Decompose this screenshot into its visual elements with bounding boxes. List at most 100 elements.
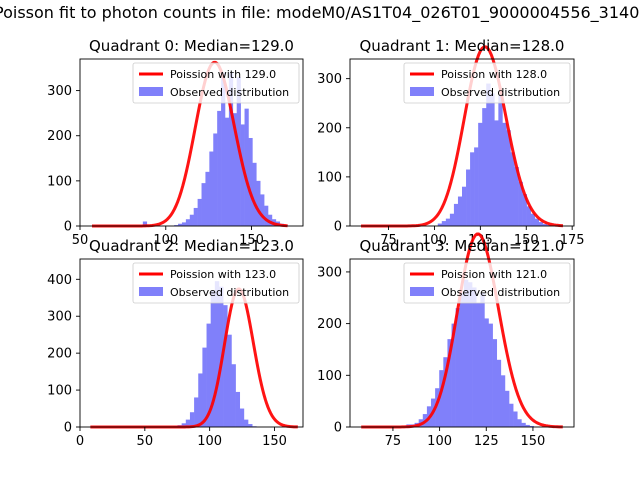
histogram-bar xyxy=(447,339,452,427)
histogram-bar xyxy=(209,151,214,226)
histogram-bar xyxy=(252,162,257,226)
histogram-bar xyxy=(449,213,455,226)
legend-entry-poisson: Poission with 129.0 xyxy=(170,68,276,81)
x-tick-label: 150 xyxy=(521,434,546,449)
y-tick-label: 0 xyxy=(334,421,342,436)
histogram-bar xyxy=(490,93,495,226)
legend-entry-observed: Observed distribution xyxy=(441,86,560,99)
legend-box xyxy=(132,62,300,104)
x-tick-label: 150 xyxy=(514,233,539,248)
histogram-bar xyxy=(244,108,249,226)
legend-entry-observed: Observed distribution xyxy=(441,286,560,299)
y-tick-label: 200 xyxy=(47,129,72,144)
axes-frame xyxy=(349,58,575,227)
histogram-bar xyxy=(189,412,195,427)
histogram-bar xyxy=(217,110,222,226)
histogram-bar xyxy=(181,222,187,226)
x-tick-label: 175 xyxy=(560,233,585,248)
histogram-bar xyxy=(248,424,253,427)
histogram-bar xyxy=(526,206,531,226)
histogram-bar xyxy=(500,375,506,427)
legend-entry-observed: Observed distribution xyxy=(170,86,289,99)
legend-entry-poisson: Poission with 121.0 xyxy=(441,268,547,281)
histogram-bar xyxy=(240,124,245,226)
histogram-bar xyxy=(463,279,469,427)
x-tick-label: 100 xyxy=(427,434,452,449)
x-tick-label: 150 xyxy=(239,233,264,248)
legend: Poission with 121.0 Observed distribution xyxy=(403,262,571,304)
figure-title: Poisson fit to photon counts in file: mo… xyxy=(0,3,640,22)
y-tick-label: 300 xyxy=(47,84,72,99)
histogram-bar xyxy=(227,334,232,427)
histogram-bar xyxy=(185,219,191,226)
histogram-bar xyxy=(486,83,491,226)
y-tick-label: 300 xyxy=(47,310,72,325)
x-tick-label: 100 xyxy=(197,434,222,449)
legend-entry-poisson: Poission with 123.0 xyxy=(170,268,276,281)
legend-box xyxy=(403,262,571,304)
y-tick-label: 400 xyxy=(47,273,72,288)
histogram-bar xyxy=(268,214,273,226)
y-tick-label: 0 xyxy=(64,421,72,436)
axes-frame xyxy=(79,258,304,428)
histogram-bar xyxy=(248,137,253,226)
histogram-bar xyxy=(194,397,199,427)
histogram-bar xyxy=(193,207,198,226)
legend-bar-swatch xyxy=(139,87,163,96)
y-tick-label: 200 xyxy=(47,347,72,362)
histogram-bar xyxy=(178,223,183,226)
x-tick-label: 75 xyxy=(385,434,402,449)
histogram-bar xyxy=(224,117,230,226)
histogram-bar xyxy=(474,147,479,226)
histogram-bar xyxy=(538,222,544,226)
histogram-bar xyxy=(142,221,148,226)
observed-histogram xyxy=(437,83,552,227)
axes-frame xyxy=(349,258,575,428)
quadrant-0-panel: 50 100 150 0 100 200 300 Poission with 129.0 Obs… xyxy=(47,37,304,248)
histogram-bar xyxy=(488,323,493,427)
histogram-bar xyxy=(467,282,473,427)
subplot-title: Quadrant 1: Median=128.0 xyxy=(360,37,565,55)
legend-box xyxy=(132,262,300,304)
histogram-bar xyxy=(235,391,241,427)
poisson-fit-line xyxy=(90,287,299,429)
histogram-bar xyxy=(476,302,481,427)
histogram-bar xyxy=(260,194,265,226)
histogram-bar xyxy=(457,196,463,226)
histogram-bar xyxy=(513,411,518,427)
histogram-bar xyxy=(530,213,536,226)
histogram-bar xyxy=(189,214,194,226)
observed-histogram xyxy=(406,279,534,427)
x-tick-label: 75 xyxy=(380,233,397,248)
histogram-bar xyxy=(439,370,444,427)
histogram-bar xyxy=(502,122,507,226)
y-tick-label: 300 xyxy=(317,72,342,87)
histogram-bar xyxy=(197,198,202,226)
histogram-bar xyxy=(498,95,503,227)
x-tick-label: 50 xyxy=(137,434,154,449)
histogram-bar xyxy=(205,171,210,226)
histogram-bar xyxy=(221,72,226,226)
y-tick-label: 0 xyxy=(334,220,342,235)
histogram-bar xyxy=(185,419,191,427)
legend-bar-swatch xyxy=(139,287,163,296)
legend: Poission with 123.0 Observed distribution xyxy=(132,262,300,304)
y-tick-label: 200 xyxy=(317,121,342,136)
x-tick-label: 0 xyxy=(76,434,84,449)
y-tick-label: 100 xyxy=(317,170,342,185)
histogram-bar xyxy=(206,323,211,427)
x-tick-label: 150 xyxy=(262,434,287,449)
histogram-bar xyxy=(470,152,475,226)
histogram-bar xyxy=(437,223,443,226)
histogram-bar xyxy=(198,373,203,427)
legend-bar-swatch xyxy=(410,87,434,96)
histogram-bar xyxy=(534,218,540,226)
histogram-bar xyxy=(435,388,440,427)
legend-bar-swatch xyxy=(410,287,434,296)
histogram-bar xyxy=(542,224,548,226)
histogram-bar xyxy=(494,120,499,226)
histogram-bar xyxy=(504,390,510,427)
histogram-bar xyxy=(239,408,245,427)
subplot-title: Quadrant 3: Median=121.0 xyxy=(360,237,565,255)
